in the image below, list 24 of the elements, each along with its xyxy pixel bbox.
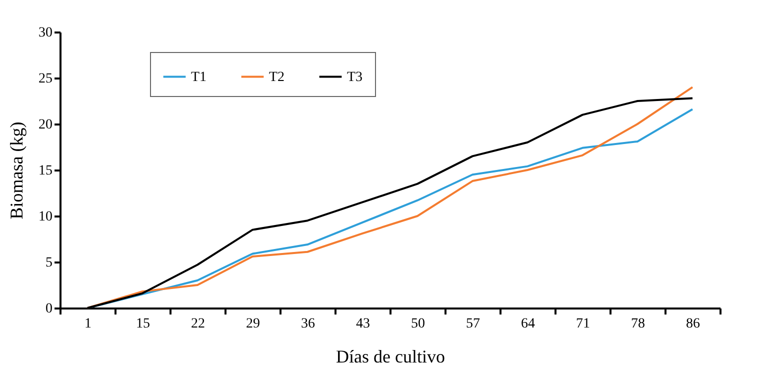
y-tick-label: 25: [38, 72, 52, 86]
x-tick-label: 15: [136, 316, 150, 332]
x-tick-label: 1: [84, 316, 92, 332]
y-axis-title: Biomasa (kg): [6, 122, 26, 220]
x-tick-label: 64: [521, 316, 535, 332]
x-tick-label: 36: [301, 316, 315, 332]
y-tick-label: 5: [46, 256, 52, 270]
x-tick-label: 86: [686, 316, 700, 332]
x-tick-label: 57: [466, 316, 480, 332]
y-tick-label: 10: [38, 210, 52, 224]
y-tick-label: 20: [38, 118, 52, 132]
legend-label: T1: [191, 70, 207, 85]
x-tick-label: 71: [576, 316, 590, 332]
x-tick-label: 50: [411, 316, 425, 332]
x-tick-label: 22: [191, 316, 205, 332]
y-tick-label: 30: [38, 26, 52, 40]
legend-label: T2: [269, 70, 285, 85]
legend-label: T3: [347, 70, 363, 85]
y-tick-label: 15: [38, 164, 52, 178]
x-axis-title: Días de cultivo: [336, 346, 445, 366]
x-tick-label: 43: [356, 316, 370, 332]
y-tick-label: 0: [46, 302, 52, 316]
x-tick-label: 29: [246, 316, 260, 332]
x-tick-label: 78: [631, 316, 645, 332]
